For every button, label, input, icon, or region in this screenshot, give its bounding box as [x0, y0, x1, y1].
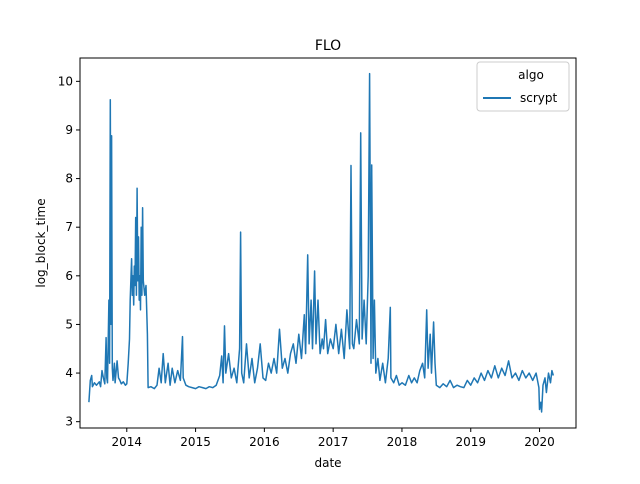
axes-frame — [79, 57, 577, 429]
legend-title: algo — [518, 68, 544, 82]
x-tick-label: 2016 — [249, 435, 280, 449]
axes: 2014 2015 2016 2017 2018 2019 2020 3 4 5 6 7 8 9 10 — [58, 57, 577, 449]
legend: algo scrypt — [476, 61, 570, 112]
x-tick-label: 2015 — [180, 435, 211, 449]
x-tick-label: 2019 — [455, 435, 486, 449]
x-tick-label: 2018 — [387, 435, 418, 449]
y-tick-label: 5 — [65, 317, 73, 331]
y-tick-label: 9 — [65, 123, 73, 137]
x-tick-label: 2020 — [524, 435, 555, 449]
legend-label-scrypt: scrypt — [520, 91, 558, 105]
y-tick-label: 10 — [58, 74, 73, 88]
y-tick-label: 4 — [65, 366, 73, 380]
x-tick-label: 2014 — [112, 435, 143, 449]
series-line-scrypt — [88, 72, 555, 413]
chart-title: FLO — [315, 38, 341, 54]
x-axis-label: date — [314, 456, 341, 470]
y-axis-label: log_block_time — [34, 198, 48, 287]
y-tick-label: 6 — [65, 269, 73, 283]
plot-area — [88, 72, 555, 413]
x-tick-label: 2017 — [318, 435, 349, 449]
y-tick-label: 7 — [65, 220, 73, 234]
x-axis-ticks: 2014 2015 2016 2017 2018 2019 2020 — [112, 428, 555, 449]
y-tick-label: 3 — [65, 415, 73, 429]
y-axis-ticks: 3 4 5 6 7 8 9 10 — [58, 74, 80, 429]
y-tick-label: 8 — [65, 172, 73, 186]
